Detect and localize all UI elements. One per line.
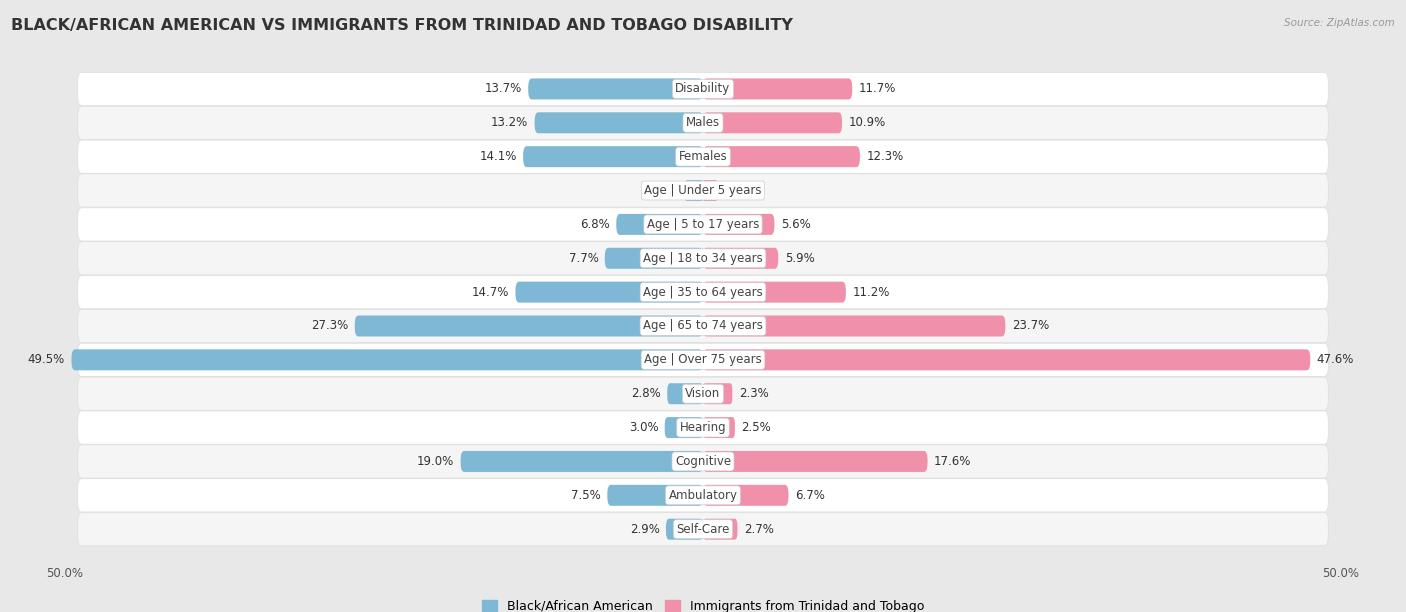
FancyBboxPatch shape [616, 214, 703, 235]
FancyBboxPatch shape [666, 519, 703, 540]
Text: 27.3%: 27.3% [311, 319, 349, 332]
FancyBboxPatch shape [703, 451, 928, 472]
Text: Age | 35 to 64 years: Age | 35 to 64 years [643, 286, 763, 299]
FancyBboxPatch shape [516, 282, 703, 302]
Text: 7.5%: 7.5% [571, 489, 600, 502]
Text: 11.2%: 11.2% [852, 286, 890, 299]
FancyBboxPatch shape [703, 180, 717, 201]
FancyBboxPatch shape [703, 383, 733, 404]
FancyBboxPatch shape [703, 146, 860, 167]
FancyBboxPatch shape [77, 343, 1329, 376]
Text: Age | Under 5 years: Age | Under 5 years [644, 184, 762, 197]
Text: 6.7%: 6.7% [794, 489, 825, 502]
Text: 2.5%: 2.5% [741, 421, 770, 434]
FancyBboxPatch shape [354, 316, 703, 337]
Legend: Black/African American, Immigrants from Trinidad and Tobago: Black/African American, Immigrants from … [477, 595, 929, 612]
Text: Ambulatory: Ambulatory [668, 489, 738, 502]
FancyBboxPatch shape [665, 417, 703, 438]
FancyBboxPatch shape [77, 513, 1329, 546]
Text: 10.9%: 10.9% [848, 116, 886, 129]
FancyBboxPatch shape [703, 485, 789, 506]
Text: Hearing: Hearing [679, 421, 727, 434]
Text: 12.3%: 12.3% [866, 150, 904, 163]
Text: Age | 18 to 34 years: Age | 18 to 34 years [643, 252, 763, 265]
FancyBboxPatch shape [77, 479, 1329, 512]
Text: 49.5%: 49.5% [28, 353, 65, 367]
Text: 14.1%: 14.1% [479, 150, 517, 163]
Text: Disability: Disability [675, 83, 731, 95]
Text: 1.4%: 1.4% [650, 184, 679, 197]
Text: Vision: Vision [685, 387, 721, 400]
FancyBboxPatch shape [77, 106, 1329, 140]
FancyBboxPatch shape [703, 113, 842, 133]
FancyBboxPatch shape [77, 242, 1329, 275]
FancyBboxPatch shape [77, 310, 1329, 343]
FancyBboxPatch shape [703, 417, 735, 438]
FancyBboxPatch shape [668, 383, 703, 404]
Text: 6.8%: 6.8% [581, 218, 610, 231]
Text: 11.7%: 11.7% [859, 83, 896, 95]
FancyBboxPatch shape [77, 445, 1329, 478]
Text: 7.7%: 7.7% [568, 252, 599, 265]
FancyBboxPatch shape [461, 451, 703, 472]
Text: 2.3%: 2.3% [738, 387, 769, 400]
FancyBboxPatch shape [523, 146, 703, 167]
FancyBboxPatch shape [703, 214, 775, 235]
Text: 47.6%: 47.6% [1316, 353, 1354, 367]
FancyBboxPatch shape [605, 248, 703, 269]
FancyBboxPatch shape [607, 485, 703, 506]
Text: Males: Males [686, 116, 720, 129]
FancyBboxPatch shape [534, 113, 703, 133]
Text: Females: Females [679, 150, 727, 163]
Text: Self-Care: Self-Care [676, 523, 730, 536]
FancyBboxPatch shape [703, 282, 846, 302]
Text: 2.8%: 2.8% [631, 387, 661, 400]
FancyBboxPatch shape [77, 72, 1329, 105]
FancyBboxPatch shape [529, 78, 703, 99]
FancyBboxPatch shape [685, 180, 703, 201]
FancyBboxPatch shape [703, 248, 779, 269]
Text: Age | 5 to 17 years: Age | 5 to 17 years [647, 218, 759, 231]
Text: 14.7%: 14.7% [471, 286, 509, 299]
Text: 13.7%: 13.7% [485, 83, 522, 95]
FancyBboxPatch shape [77, 208, 1329, 241]
FancyBboxPatch shape [703, 349, 1310, 370]
FancyBboxPatch shape [77, 140, 1329, 173]
Text: 1.1%: 1.1% [724, 184, 754, 197]
FancyBboxPatch shape [77, 411, 1329, 444]
Text: Cognitive: Cognitive [675, 455, 731, 468]
Text: 5.9%: 5.9% [785, 252, 814, 265]
Text: Age | 65 to 74 years: Age | 65 to 74 years [643, 319, 763, 332]
Text: 2.9%: 2.9% [630, 523, 659, 536]
Text: 2.7%: 2.7% [744, 523, 773, 536]
Text: Age | Over 75 years: Age | Over 75 years [644, 353, 762, 367]
FancyBboxPatch shape [77, 174, 1329, 207]
Text: 3.0%: 3.0% [628, 421, 658, 434]
FancyBboxPatch shape [703, 78, 852, 99]
FancyBboxPatch shape [72, 349, 703, 370]
Text: 23.7%: 23.7% [1012, 319, 1049, 332]
Text: 5.6%: 5.6% [780, 218, 811, 231]
FancyBboxPatch shape [77, 275, 1329, 308]
Text: BLACK/AFRICAN AMERICAN VS IMMIGRANTS FROM TRINIDAD AND TOBAGO DISABILITY: BLACK/AFRICAN AMERICAN VS IMMIGRANTS FRO… [11, 18, 793, 34]
FancyBboxPatch shape [703, 316, 1005, 337]
Text: 17.6%: 17.6% [934, 455, 972, 468]
Text: 13.2%: 13.2% [491, 116, 529, 129]
Text: 19.0%: 19.0% [418, 455, 454, 468]
FancyBboxPatch shape [77, 377, 1329, 410]
Text: Source: ZipAtlas.com: Source: ZipAtlas.com [1284, 18, 1395, 28]
FancyBboxPatch shape [703, 519, 738, 540]
